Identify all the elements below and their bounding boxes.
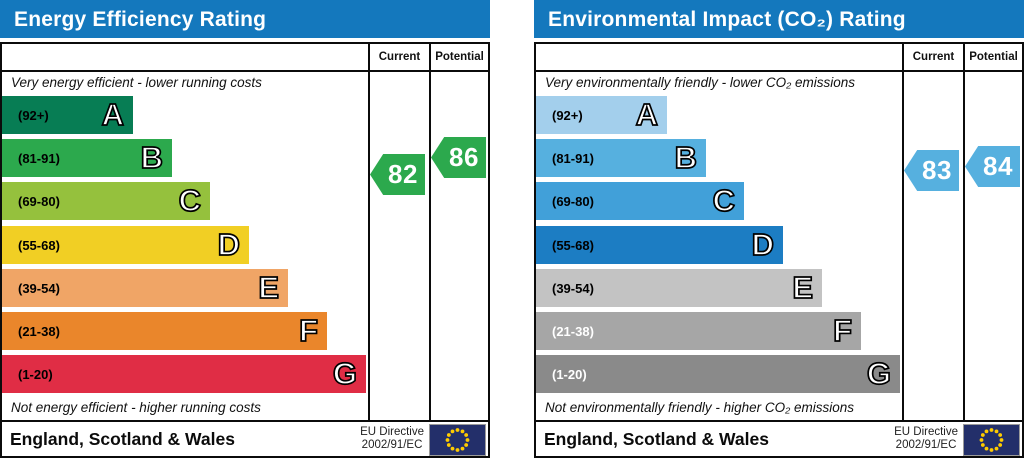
rating-bands: (92+) A (81-91) B (69-80) C (55-68) D (39-54) E (2…	[2, 44, 488, 456]
current-column-divider	[368, 44, 370, 420]
band-range-label: (21-38)	[18, 324, 60, 339]
co2-rating-table: Current Potential Very environmentally f…	[534, 42, 1024, 458]
co2-panel-title: Environmental Impact (CO₂) Rating	[534, 0, 1024, 38]
band-range-label: (1-20)	[18, 367, 53, 383]
energy-panel-title: Energy Efficiency Rating	[0, 0, 490, 38]
eu-flag-icon	[429, 424, 486, 456]
band-range-label: (55-68)	[18, 237, 60, 253]
current-column-header: Current	[378, 51, 421, 63]
band-letter: D	[217, 226, 241, 263]
energy-efficiency-panel: Energy Efficiency Rating Current Potenti…	[0, 0, 490, 460]
potential-column-header: Potential	[435, 51, 484, 63]
band-letter: F	[832, 312, 853, 349]
energy-rating-table: Current Potential Very energy efficient …	[0, 42, 490, 458]
band-letter: E	[257, 269, 279, 306]
potential-column-divider	[963, 44, 965, 420]
potential-column-divider	[429, 44, 431, 420]
band-range-label: (39-54)	[552, 280, 594, 296]
band-range-label: (69-80)	[18, 194, 60, 210]
band-row-g: (1-20) G	[2, 355, 366, 394]
potential-rating-value: 86	[449, 142, 479, 172]
band-range-label: (39-54)	[18, 280, 60, 296]
bottom-caption: Not environmentally friendly - higher CO…	[545, 400, 855, 415]
band-range-label: (1-20)	[552, 367, 587, 383]
eu-directive-label: EU Directive 2002/91/EC	[894, 426, 958, 452]
footer-divider	[536, 420, 1022, 422]
band-row-d: (55-68) D	[2, 225, 249, 264]
band-row-f: (21-38) F	[2, 312, 327, 350]
band-range-label: (69-80)	[552, 194, 594, 210]
potential-rating-arrow: 84	[965, 146, 1020, 187]
band-range-label: (81-91)	[18, 151, 60, 167]
footer-divider	[2, 420, 488, 422]
band-letter: D	[751, 226, 775, 263]
potential-column-header: Potential	[969, 51, 1018, 63]
band-range-label: (92+)	[18, 108, 49, 123]
environmental-impact-panel: Environmental Impact (CO₂) Rating Curren…	[534, 0, 1024, 460]
current-column-header: Current	[912, 51, 955, 63]
current-rating-arrow: 83	[904, 150, 959, 191]
panel-title-text: Environmental Impact (CO₂) Rating	[548, 8, 906, 31]
panel-footer: England, Scotland & Wales EU Directive 2…	[2, 422, 488, 456]
band-letter: G	[332, 355, 358, 392]
band-row-d: (55-68) D	[536, 225, 783, 264]
band-row-c: (69-80) C	[536, 182, 744, 221]
band-row-a: (92+) A	[536, 96, 667, 134]
band-letter: E	[791, 269, 813, 306]
band-letter: C	[712, 183, 736, 220]
band-letter: A	[635, 96, 659, 133]
band-letter: B	[140, 139, 164, 176]
band-row-c: (69-80) C	[2, 182, 210, 221]
current-column-divider	[902, 44, 904, 420]
region-label: England, Scotland & Wales	[544, 429, 769, 449]
band-row-b: (81-91) B	[2, 139, 172, 178]
eu-directive-line2: 2002/91/EC	[895, 439, 957, 451]
top-caption: Very energy efficient - lower running co…	[11, 75, 262, 90]
potential-rating-arrow: 86	[431, 137, 486, 178]
band-letter: G	[866, 355, 892, 392]
rating-bands: (92+) A (81-91) B (69-80) C (55-68) D (39-54) E (2…	[536, 44, 1022, 456]
eu-directive-line2: 2002/91/EC	[361, 439, 423, 451]
band-row-f: (21-38) F	[536, 312, 861, 350]
band-range-label: (81-91)	[552, 151, 594, 167]
eu-directive-line1: EU Directive	[894, 426, 958, 438]
band-row-e: (39-54) E	[2, 268, 288, 307]
potential-rating-value: 84	[983, 151, 1013, 181]
region-label: England, Scotland & Wales	[10, 429, 235, 449]
band-range-label: (21-38)	[552, 324, 594, 339]
band-row-e: (39-54) E	[536, 268, 822, 307]
panel-title-text: Energy Efficiency Rating	[14, 8, 267, 31]
panel-footer: England, Scotland & Wales EU Directive 2…	[536, 422, 1022, 456]
band-letter: B	[674, 139, 698, 176]
current-rating-value: 82	[388, 159, 418, 189]
band-row-g: (1-20) G	[536, 355, 900, 394]
band-letter: A	[101, 96, 125, 133]
bottom-caption: Not energy efficient - higher running co…	[11, 400, 261, 415]
eu-directive-label: EU Directive 2002/91/EC	[360, 426, 424, 452]
top-caption: Very environmentally friendly - lower CO…	[545, 75, 855, 90]
band-letter: F	[298, 312, 319, 349]
band-range-label: (92+)	[552, 108, 583, 123]
eu-flag-icon	[963, 424, 1020, 456]
current-rating-value: 83	[922, 155, 952, 185]
eu-directive-line1: EU Directive	[360, 426, 424, 438]
column-header-row	[536, 44, 1022, 72]
band-range-label: (55-68)	[552, 237, 594, 253]
current-rating-arrow: 82	[370, 154, 425, 195]
band-letter: C	[178, 183, 202, 220]
band-row-b: (81-91) B	[536, 139, 706, 178]
band-row-a: (92+) A	[2, 96, 133, 134]
column-header-row	[2, 44, 488, 72]
